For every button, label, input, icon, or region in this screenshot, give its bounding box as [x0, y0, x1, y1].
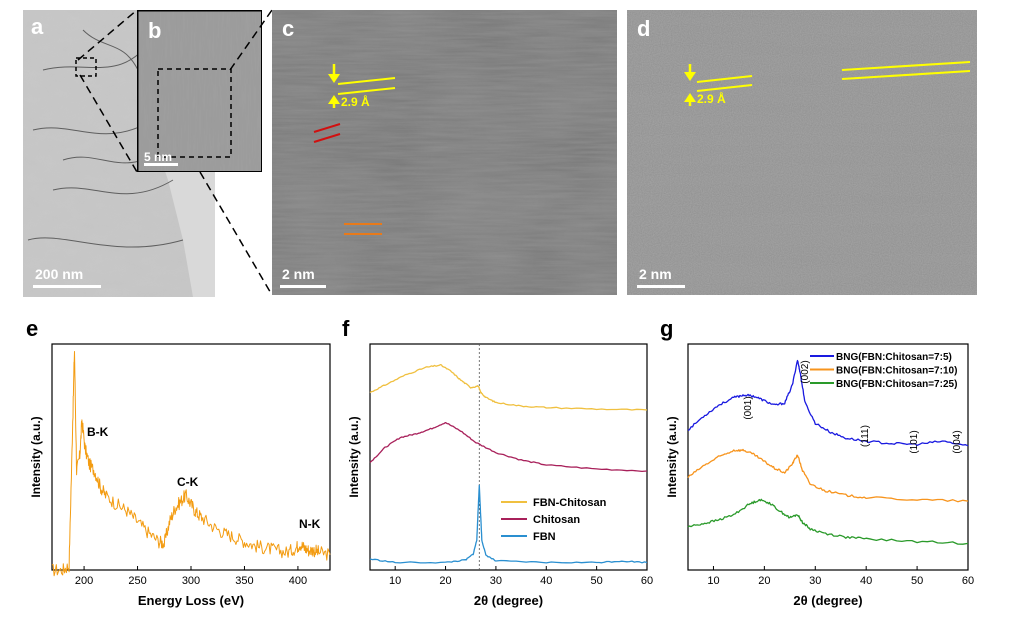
x-axis-label: 2θ (degree): [474, 593, 543, 608]
legend-label: FBN: [533, 531, 556, 543]
x-tick-label: 40: [540, 575, 552, 587]
tem-image-c: 2.9 Å 2 nm c: [272, 10, 617, 295]
scale-bar-d-label: 2 nm: [639, 266, 672, 282]
legend-label: BNG(FBN:Chitosan=7:10): [836, 366, 957, 377]
panel-letter-e: e: [26, 316, 39, 341]
eels-chart: 200 250 300 350 400 Energy Loss (eV) Intensity…: [29, 343, 331, 608]
annotation-n-k: N-K: [299, 517, 321, 531]
x-tick-label: 250: [128, 575, 146, 587]
series-line-1: [687, 359, 969, 447]
x-tick-label: 60: [641, 575, 653, 587]
x-tick-label: 350: [235, 575, 253, 587]
panel-letter-d: d: [637, 16, 651, 41]
series-line-chitosan: [369, 421, 648, 473]
eels-spectrum-line: [51, 351, 331, 577]
lattice-spacing-label-d: 2.9 Å: [697, 92, 726, 106]
scale-bar-b-line: [144, 163, 178, 166]
x-tick-label: 50: [911, 575, 923, 587]
tem-image-d: 2.9 Å 2 nm d: [627, 10, 977, 295]
series-line-fbn-chitosan: [369, 363, 648, 411]
series-line-2: [687, 448, 969, 503]
x-tick-label: 10: [707, 575, 719, 587]
lattice-spacing-label-c: 2.9 Å: [341, 95, 370, 109]
x-tick-label: 40: [860, 575, 872, 587]
legend-label: BNG(FBN:Chitosan=7:25): [836, 379, 957, 390]
plot-frame: [369, 343, 648, 571]
x-tick-label: 20: [439, 575, 451, 587]
panel-letter-f: f: [342, 316, 350, 341]
x-tick-label: 60: [962, 575, 974, 587]
peak-label: (001): [743, 396, 754, 419]
legend-label: Chitosan: [533, 514, 580, 526]
y-axis-label: Intensity (a.u.): [29, 416, 43, 497]
legend-label: BNG(FBN:Chitosan=7:5): [836, 352, 952, 363]
x-axis-label: Energy Loss (eV): [138, 593, 244, 608]
x-axis-label: 2θ (degree): [793, 593, 862, 608]
scale-bar-d-line: [637, 285, 685, 288]
x-tick-label: 30: [809, 575, 821, 587]
x-tick-label: 200: [75, 575, 93, 587]
peak-label: (101): [909, 430, 920, 453]
plot-frame: [51, 343, 331, 571]
scale-bar-c-label: 2 nm: [282, 266, 315, 282]
annotation-b-k: B-K: [87, 425, 109, 439]
panel-letter-b: b: [148, 18, 162, 43]
annotation-c-k: C-K: [177, 475, 199, 489]
x-tick-label: 10: [389, 575, 401, 587]
xrd-chart-g: 10 20 30 40 50 60 2θ (degree) Intensity (a.u.) B…: [665, 343, 974, 608]
peak-label: (111): [860, 425, 871, 447]
scale-bar-a-label: 200 nm: [35, 266, 84, 282]
peak-label: (004): [952, 430, 963, 453]
plot-frame: [687, 343, 969, 571]
series-line-fbn: [369, 484, 648, 564]
panel-letter-a: a: [31, 14, 44, 39]
series-line-3: [687, 498, 969, 545]
x-tick-label: 30: [490, 575, 502, 587]
scale-bar-c-line: [280, 285, 326, 288]
y-axis-label: Intensity (a.u.): [665, 416, 679, 497]
x-tick-label: 20: [758, 575, 770, 587]
tem-image-b: 5 nm b: [137, 10, 262, 172]
y-axis-label: Intensity (a.u.): [347, 416, 361, 497]
x-tick-label: 300: [182, 575, 200, 587]
panel-letter-c: c: [282, 16, 295, 41]
x-tick-label: 400: [289, 575, 307, 587]
panel-letter-g: g: [660, 316, 674, 341]
x-tick-label: 50: [591, 575, 603, 587]
scale-bar-a-line: [33, 285, 101, 288]
xrd-chart-f: 10 20 30 40 50 60 2θ (degree) Intensity (a.u.) F…: [347, 343, 653, 608]
legend-label: FBN-Chitosan: [533, 497, 607, 509]
scale-bar-b-label: 5 nm: [144, 150, 173, 164]
peak-label: (002): [800, 360, 811, 383]
